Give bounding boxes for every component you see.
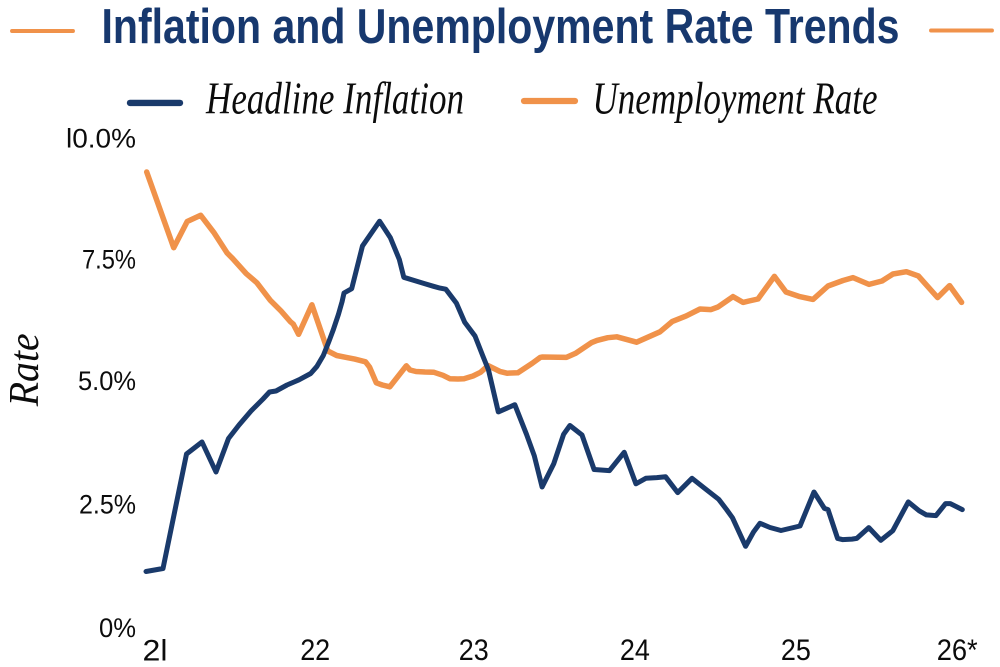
svg-text:Unemployment Rate: Unemployment Rate bbox=[593, 74, 878, 124]
svg-text:2.5%: 2.5% bbox=[79, 490, 136, 520]
svg-text:Inflation and Unemployment Rat: Inflation and Unemployment Rate Trends bbox=[102, 0, 900, 54]
svg-text:24: 24 bbox=[620, 634, 650, 667]
svg-text:7.5%: 7.5% bbox=[82, 245, 136, 275]
svg-text:0%: 0% bbox=[99, 613, 136, 643]
svg-text:l0.0%: l0.0% bbox=[66, 124, 136, 154]
svg-text:5.0%: 5.0% bbox=[78, 366, 136, 396]
svg-text:25: 25 bbox=[781, 634, 811, 667]
svg-text:2l: 2l bbox=[143, 635, 168, 667]
svg-text:Rate: Rate bbox=[2, 333, 48, 407]
svg-text:23: 23 bbox=[459, 634, 489, 667]
svg-text:26*: 26* bbox=[937, 634, 978, 667]
svg-text:22: 22 bbox=[300, 634, 330, 667]
svg-text:Headline Inflation: Headline Inflation bbox=[205, 74, 464, 124]
